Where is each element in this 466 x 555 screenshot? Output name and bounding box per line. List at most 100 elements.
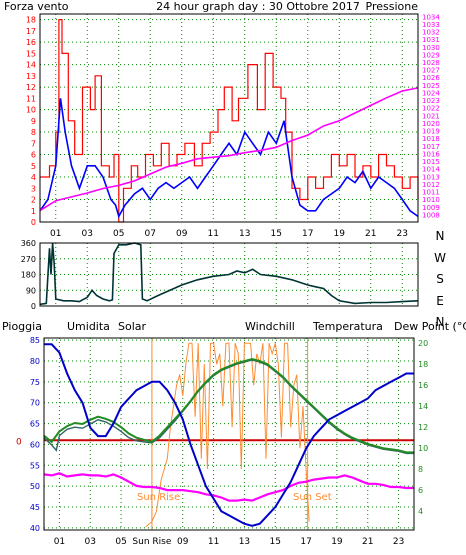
rain-tick-label: 0	[16, 437, 22, 447]
pressure-tick-label: 1008	[422, 211, 440, 219]
pressure-tick-label: 1017	[422, 143, 440, 151]
x-tick-label: 05	[113, 229, 124, 239]
wind-tick-label: 16	[26, 38, 36, 47]
wind-tick-label: 0	[31, 218, 36, 227]
direction-tick-label: 360	[21, 239, 36, 248]
x-tick-label: 13	[239, 537, 250, 547]
wind-tick-label: 15	[26, 49, 36, 58]
x-tick-label: 03	[85, 537, 96, 547]
compass-label: N	[436, 229, 445, 243]
dewpoint-label: Dew Point (°C)	[394, 320, 466, 333]
compass-label: W	[434, 251, 446, 265]
pressure-tick-label: 1014	[422, 166, 440, 174]
x-tick-label: 17	[300, 537, 311, 547]
wind-panel-grid	[40, 14, 418, 223]
pressure-tick-label: 1026	[422, 74, 440, 82]
pressure-tick-label: 1015	[422, 158, 440, 166]
compass-label: S	[436, 272, 444, 286]
pressure-tick-label: 1027	[422, 67, 440, 75]
x-tick-label: 17	[302, 229, 313, 239]
temperature-tick-label: 8	[418, 465, 423, 474]
wind-tick-label: 4	[31, 173, 36, 182]
temperature-tick-label: 10	[418, 444, 428, 453]
temperature-tick-label: 20	[418, 339, 428, 348]
pressure-tick-label: 1034	[422, 13, 440, 21]
temperature-tick-label: 6	[418, 486, 423, 495]
x-tick-label: 23	[393, 537, 404, 547]
compass-label: E	[436, 294, 444, 308]
direction-tick-label: 0	[31, 302, 36, 311]
humidity-tick-label: 80	[30, 357, 40, 366]
wind-tick-label: 11	[26, 94, 36, 103]
pressure-tick-label: 1032	[422, 29, 440, 37]
pressure-tick-label: 1013	[422, 173, 440, 181]
wind-tick-label: 17	[26, 27, 36, 36]
wind-tick-label: 12	[26, 83, 36, 92]
pressure-tick-label: 1033	[422, 21, 440, 29]
wind-axis-title: Forza vento	[4, 0, 69, 13]
solar-line	[145, 342, 310, 528]
pressure-tick-label: 1030	[422, 44, 440, 52]
pressure-tick-label: 1009	[422, 204, 440, 212]
pressure-tick-label: 1025	[422, 82, 440, 90]
x-tick-label: 13	[239, 229, 250, 239]
temperature-line	[43, 357, 414, 454]
wind-tick-label: 6	[31, 151, 36, 160]
wind-tick-label: 3	[31, 184, 36, 193]
temperature-tick-label: 4	[418, 507, 423, 516]
pressure-tick-label: 1022	[422, 105, 440, 113]
windchill-label: Windchill	[245, 320, 295, 333]
wind-panel-ticks: 01 03 05 07 09 11 13 15 17 19 21 230123456789101112…	[26, 13, 441, 239]
pressure-tick-label: 1010	[422, 196, 440, 204]
x-tick-label: 23	[397, 229, 408, 239]
sun-rise-annotation: Sun Rise	[137, 492, 180, 503]
x-tick-label: 21	[365, 229, 376, 239]
pressure-tick-label: 1019	[422, 128, 440, 136]
direction-tick-label: 180	[21, 271, 36, 280]
temp-panel-ticks: 01 03 05 Sun Rise 09 11 13 15 17 19 21 234045505560…	[16, 336, 428, 547]
wind-tick-label: 2	[31, 196, 36, 205]
pressure-tick-label: 1031	[422, 36, 440, 44]
x-tick-label: 07	[145, 229, 156, 239]
wind-tick-label: 14	[26, 61, 36, 70]
humidity-tick-label: 50	[30, 482, 40, 491]
pressure-tick-label: 1029	[422, 51, 440, 59]
x-tick-label: 09	[177, 537, 189, 547]
pressure-line	[39, 87, 419, 212]
temp-panel-frame	[43, 337, 415, 531]
humidity-tick-label: 75	[30, 378, 40, 387]
temperature-tick-label: 18	[418, 360, 428, 369]
wind-average-line	[39, 98, 419, 219]
pressure-tick-label: 1020	[422, 120, 440, 128]
rain-label: Pioggia	[2, 320, 42, 333]
humidity-line	[44, 343, 414, 527]
pressure-tick-label: 1018	[422, 135, 440, 143]
x-tick-label: 11	[208, 537, 219, 547]
x-tick-label: 19	[334, 229, 346, 239]
x-tick-label: 01	[50, 229, 61, 239]
humidity-tick-label: 65	[30, 420, 40, 429]
wind-tick-label: 10	[26, 106, 36, 115]
direction-panel-frame	[39, 242, 419, 307]
humidity-tick-label: 70	[30, 399, 40, 408]
x-tick-label: 19	[331, 537, 343, 547]
pressure-axis-title: Pressione	[366, 0, 419, 13]
wind-direction-line	[39, 242, 419, 306]
pressure-tick-label: 1021	[422, 112, 440, 120]
wind-gust-line	[40, 19, 419, 223]
humidity-tick-label: 45	[30, 503, 40, 512]
wind-tick-label: 8	[31, 128, 36, 137]
wind-tick-label: 13	[26, 72, 36, 81]
chart-title: 24 hour graph day : 30 Ottobre 2017	[156, 0, 360, 13]
humidity-tick-label: 40	[30, 524, 40, 533]
x-tick-label: 05	[115, 537, 126, 547]
temperature-label: Temperatura	[312, 320, 383, 333]
wind-panel-marks	[39, 19, 419, 223]
temp-panel-marks	[43, 338, 414, 530]
humidity-tick-label: 55	[30, 461, 40, 470]
direction-tick-label: 90	[26, 286, 36, 295]
pressure-tick-label: 1011	[422, 189, 440, 197]
x-tick-label: 21	[362, 537, 373, 547]
